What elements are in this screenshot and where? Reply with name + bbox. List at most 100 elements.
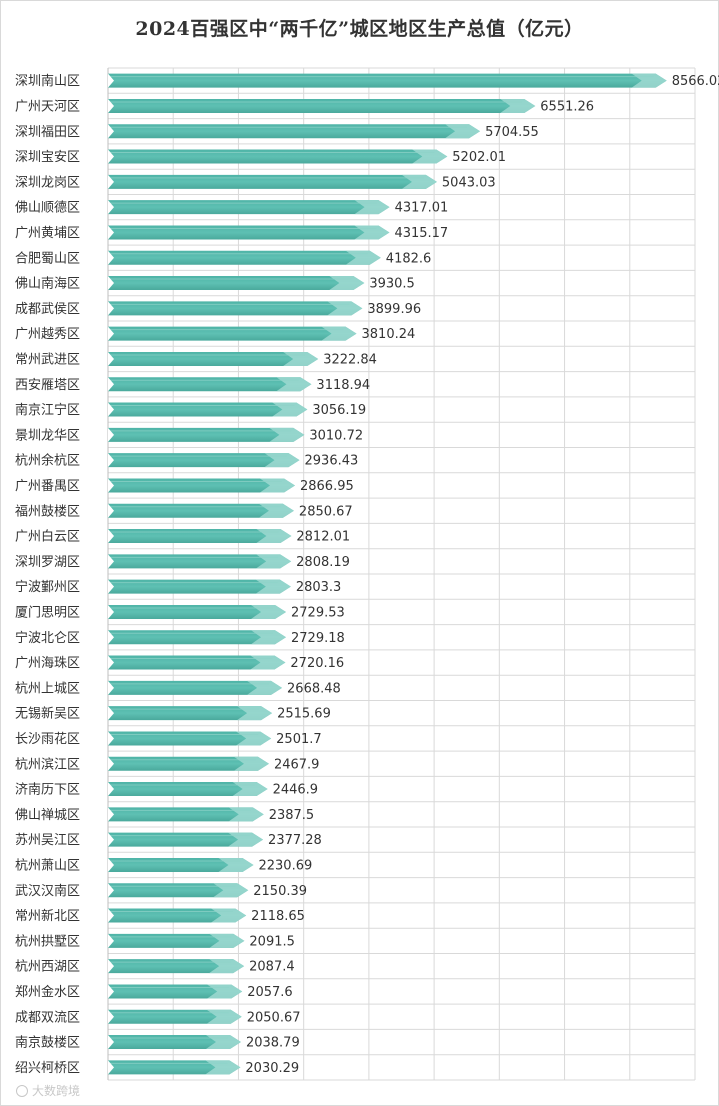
value-label: 5202.01 <box>452 150 506 165</box>
bar-tail <box>108 706 114 721</box>
bar-tail <box>108 478 114 493</box>
category-label: 深圳宝安区 <box>15 150 80 165</box>
bar <box>108 250 381 265</box>
bar <box>108 149 448 164</box>
category-label: 杭州余杭区 <box>15 453 80 469</box>
value-label: 2050.67 <box>247 1010 301 1025</box>
bar-tail <box>108 680 114 695</box>
bar-tail <box>108 883 114 898</box>
category-label: 广州番禺区 <box>15 479 80 494</box>
category-label: 合肥蜀山区 <box>15 251 80 266</box>
category-label: 杭州西湖区 <box>15 960 80 975</box>
brand-logo-icon <box>16 1085 28 1097</box>
bar-tail <box>108 98 114 113</box>
category-label: 佛山禅城区 <box>15 808 80 823</box>
bar <box>108 200 390 215</box>
bar-tail <box>108 1035 114 1050</box>
bar-tail <box>108 427 114 442</box>
value-label: 2720.16 <box>290 656 344 671</box>
category-label: 广州天河区 <box>15 99 80 114</box>
value-label: 2668.48 <box>287 681 341 696</box>
value-label: 2230.69 <box>258 858 312 873</box>
value-label: 4317.01 <box>395 201 449 216</box>
category-label: 长沙雨花区 <box>15 731 80 747</box>
bar-tail <box>108 402 114 417</box>
value-label: 2467.9 <box>274 757 320 772</box>
value-label: 5704.55 <box>485 125 539 140</box>
value-label: 6551.26 <box>540 99 594 114</box>
bar-tail <box>108 630 114 645</box>
category-label: 佛山南海区 <box>15 276 80 292</box>
bar <box>108 124 481 139</box>
category-label: 广州海珠区 <box>15 656 80 671</box>
category-label: 武汉汉南区 <box>15 883 80 899</box>
bar-tail <box>108 174 114 189</box>
bar-tail <box>108 959 114 974</box>
value-label: 2803.3 <box>296 580 342 595</box>
bar-tail <box>108 225 114 240</box>
category-label: 宁波鄞州区 <box>15 579 80 595</box>
bar-tail <box>108 604 114 619</box>
bars <box>108 73 667 1075</box>
value-label: 2150.39 <box>253 884 307 899</box>
category-label: 深圳福田区 <box>15 125 80 140</box>
value-label: 2850.67 <box>299 504 353 519</box>
bar-tail <box>108 832 114 847</box>
category-label: 广州白云区 <box>15 529 80 545</box>
value-label: 2729.53 <box>291 605 345 620</box>
bar-tail <box>108 529 114 544</box>
category-label: 深圳南山区 <box>15 73 80 89</box>
value-label: 2729.18 <box>291 631 345 646</box>
bar-tail <box>108 326 114 341</box>
bar-tail <box>108 351 114 366</box>
category-label: 广州越秀区 <box>15 327 80 342</box>
value-label: 3118.94 <box>316 378 370 393</box>
category-label: 西安雁塔区 <box>15 378 80 393</box>
value-label: 3056.19 <box>312 403 366 418</box>
value-label: 2446.9 <box>273 783 319 798</box>
value-label: 5043.03 <box>442 175 496 190</box>
category-label: 厦门思明区 <box>15 605 80 620</box>
category-label: 广州黄埔区 <box>15 226 80 241</box>
bar-tail <box>108 782 114 797</box>
bar-tail <box>108 250 114 265</box>
watermark-text: 大数跨境 <box>32 1084 81 1098</box>
value-label: 2387.5 <box>269 808 315 823</box>
bar-tail <box>108 857 114 872</box>
bar <box>108 98 536 113</box>
category-label: 常州新北区 <box>15 908 80 924</box>
category-label: 杭州萧山区 <box>15 858 80 873</box>
bar-tail <box>108 149 114 164</box>
bar-tail <box>108 908 114 923</box>
bar <box>108 225 390 240</box>
bar-tail <box>108 73 114 88</box>
category-label: 苏州吴江区 <box>15 832 80 848</box>
category-label: 济南历下区 <box>15 782 80 798</box>
value-label: 4182.6 <box>386 251 432 266</box>
bar-tail <box>108 1009 114 1024</box>
category-label: 深圳龙岗区 <box>15 175 80 190</box>
value-label: 2808.19 <box>296 555 350 570</box>
category-label: 无锡新吴区 <box>15 706 80 722</box>
value-label: 3930.5 <box>369 277 415 292</box>
bar-tail <box>108 200 114 215</box>
watermark: 大数跨境 <box>16 1082 80 1099</box>
value-label: 2515.69 <box>277 707 331 722</box>
category-label: 南京江宁区 <box>15 402 80 418</box>
bar <box>108 276 365 291</box>
value-label: 2057.6 <box>247 985 292 1000</box>
bar <box>108 73 667 88</box>
category-label: 绍兴柯桥区 <box>15 1061 80 1076</box>
grid <box>107 67 696 1081</box>
value-label: 3810.24 <box>362 327 416 342</box>
value-label: 2501.7 <box>276 732 322 747</box>
bar-tail <box>108 579 114 594</box>
value-label: 2030.29 <box>245 1061 299 1076</box>
bar-tail <box>108 756 114 771</box>
bar-tail <box>108 377 114 392</box>
value-label: 3222.84 <box>323 352 377 367</box>
category-label: 深圳罗湖区 <box>15 555 80 570</box>
category-label: 常州武进区 <box>15 352 80 367</box>
